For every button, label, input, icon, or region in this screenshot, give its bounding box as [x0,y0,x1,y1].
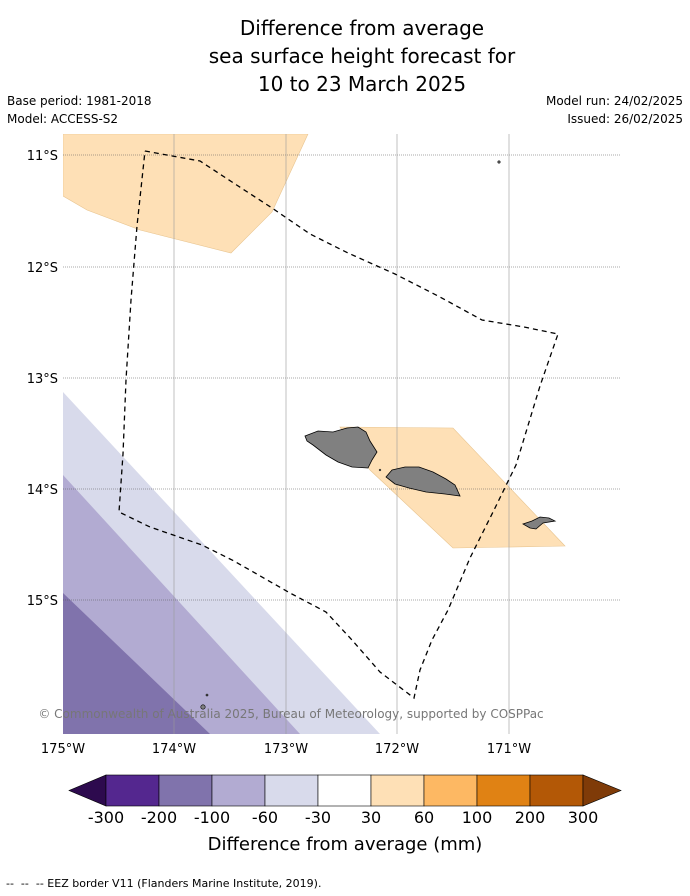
colorbar-bin [105,774,160,807]
colorbar-bin [158,774,213,807]
land-islet-south [200,704,206,710]
title-line-3: 10 to 23 March 2025 [257,72,467,96]
title-line-1: Difference from average [239,16,485,40]
lon-label-171w: 171°W [487,742,531,757]
colorbar-tick-label: -60 [252,808,278,827]
land-savaii [304,426,378,469]
colorbar: -300 -200 -100 -60 -30 30 60 100 200 300 [68,774,622,827]
land-tutuila [522,516,557,530]
colorbar-bin [370,774,425,807]
colorbar-label: Difference from average (mm) [208,834,483,855]
model-run: Model run: 24/02/2025 [545,94,683,108]
colorbar-bin [211,774,266,807]
land-islet-manono [378,468,382,472]
eez-border [118,150,559,700]
colorbar-bin [476,774,531,807]
copyright-notice: © Commonwealth of Australia 2025, Bureau… [38,707,543,721]
colorbar-tick-label: -300 [88,808,124,827]
land-islet-south-2 [205,693,209,697]
longitude-labels: 175°W 174°W 173°W 172°W 171°W [41,742,531,757]
map-area [63,134,620,734]
latitude-gridlines [63,154,620,601]
colorbar-bin [423,774,478,807]
lon-label-174w: 174°W [152,742,196,757]
anomaly-band-neg100 [63,593,210,734]
lon-label-173w: 173°W [264,742,308,757]
colorbar-tick-label: 300 [568,808,599,827]
colorbar-tick-label: 200 [515,808,546,827]
land-islet-north [497,160,501,164]
title-line-2: sea surface height forecast for [208,44,516,68]
colorbar-tick-label: 100 [462,808,493,827]
colorbar-bin [529,774,584,807]
eez-legend-text: -- EEZ border V11 (Flanders Marine Insti… [35,877,322,890]
latitude-labels: 11°S 12°S 13°S 14°S 15°S [27,149,58,609]
colorbar-tick-label: 30 [361,808,381,827]
model-name: Model: ACCESS-S2 [7,112,119,126]
lat-label-11s: 11°S [27,149,58,164]
lat-label-13s: 13°S [27,372,58,387]
map-title: Difference from average sea surface heig… [0,14,690,98]
eez-legend: -- -- -- EEZ border V11 (Flanders Marine… [6,877,321,890]
colorbar-tick-label: 60 [414,808,434,827]
lat-label-12s: 12°S [27,261,58,276]
land-upolu [385,466,461,497]
colorbar-bin [317,774,372,807]
lon-label-172w: 172°W [375,742,419,757]
colorbar-over-arrow [582,774,622,807]
lon-label-175w: 175°W [41,742,85,757]
colorbar-tick-label: -100 [194,808,230,827]
lat-label-14s: 14°S [27,483,58,498]
longitude-gridlines [173,134,510,734]
colorbar-under-arrow [68,774,107,807]
issued-date: Issued: 26/02/2025 [567,112,683,126]
colorbar-bin [264,774,319,807]
lat-label-15s: 15°S [27,594,58,609]
colorbar-tick-label: -30 [305,808,331,827]
eez-legend-symbol: -- -- [6,877,36,890]
anomaly-patch-north [63,134,309,254]
colorbar-tick-label: -200 [141,808,177,827]
base-period: Base period: 1981-2018 [7,94,152,108]
